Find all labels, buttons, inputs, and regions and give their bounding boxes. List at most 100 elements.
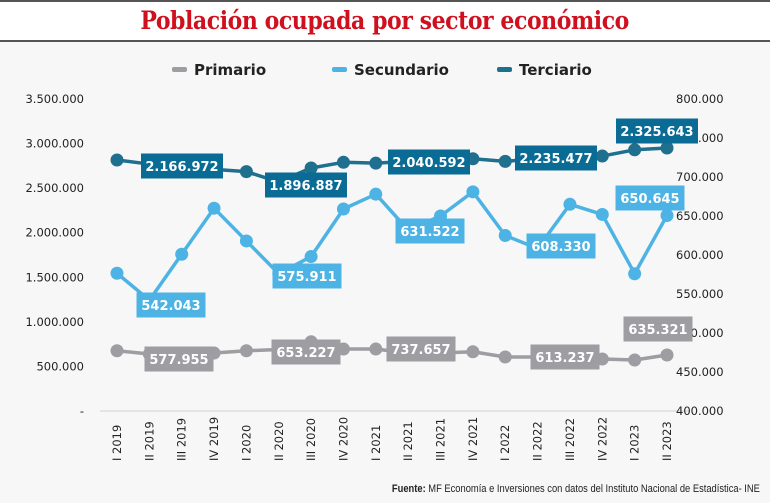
data-point-secundario bbox=[336, 202, 350, 216]
data-point-terciario bbox=[239, 165, 253, 179]
x-tick-label: IV 2020 bbox=[336, 417, 350, 461]
data-label-text: 1.896.887 bbox=[269, 179, 342, 194]
legend-item-terciario: Terciario bbox=[497, 61, 592, 79]
chart-title: Población ocupada por sector económico bbox=[140, 6, 630, 35]
data-label-secundario: 650.645 bbox=[615, 185, 685, 211]
y-left-tick-label: 500.000 bbox=[36, 359, 84, 373]
data-label-box bbox=[616, 118, 698, 144]
data-point-terciario bbox=[369, 156, 383, 170]
source-label: Fuente: bbox=[392, 483, 426, 495]
y-left-tick-label: 1.000.000 bbox=[25, 315, 84, 329]
y-right-tick-label: 400.000 bbox=[676, 404, 724, 418]
x-tick-label: I 2023 bbox=[628, 425, 642, 461]
data-label-primario: 613.237 bbox=[530, 344, 600, 370]
y-right-tick-label: 600.000 bbox=[676, 248, 724, 262]
y-right-tick-label: 450.000 bbox=[676, 365, 724, 379]
legend-swatch bbox=[332, 67, 347, 72]
x-tick-label: II 2023 bbox=[660, 421, 674, 461]
data-point-primario bbox=[239, 344, 253, 358]
data-label-primario: 635.321 bbox=[623, 316, 693, 342]
data-point-secundario bbox=[239, 234, 253, 248]
data-point-primario bbox=[660, 348, 674, 362]
data-label-text: 653.227 bbox=[276, 346, 335, 361]
y-left-tick-label: 3.000.000 bbox=[25, 137, 84, 151]
x-tick-label: III 2019 bbox=[175, 418, 189, 461]
data-point-secundario bbox=[207, 201, 221, 215]
source-text: MF Economía e Inversiones con datos del … bbox=[425, 483, 760, 495]
data-point-primario bbox=[466, 345, 480, 359]
x-tick-label: III 2022 bbox=[563, 418, 577, 461]
data-label-text: 608.330 bbox=[531, 240, 590, 255]
data-point-primario bbox=[369, 342, 383, 356]
data-label-secundario: 542.043 bbox=[136, 292, 206, 318]
data-point-terciario bbox=[660, 141, 674, 155]
data-point-secundario bbox=[369, 187, 383, 201]
data-label-text: 737.657 bbox=[391, 343, 450, 358]
x-tick-label: II 2022 bbox=[531, 421, 545, 461]
legend-swatch bbox=[172, 67, 187, 72]
data-label-terciario: 2.235.477 bbox=[515, 145, 597, 171]
data-label-terciario: 2.040.592 bbox=[388, 149, 470, 175]
data-point-terciario bbox=[595, 149, 609, 163]
data-label-box bbox=[388, 149, 470, 175]
y-right-tick-label: 700.000 bbox=[676, 170, 724, 184]
data-label-box bbox=[526, 233, 596, 259]
data-label-terciario: 1.896.887 bbox=[265, 172, 347, 198]
data-point-secundario bbox=[175, 247, 189, 261]
data-point-terciario bbox=[304, 161, 318, 175]
data-label-primario: 577.955 bbox=[144, 346, 214, 372]
data-label-box bbox=[141, 153, 223, 179]
data-point-terciario bbox=[628, 143, 642, 157]
data-label-text: 2.325.643 bbox=[620, 125, 693, 140]
y-left-tick-label: 2.000.000 bbox=[25, 226, 84, 240]
x-tick-label: II 2021 bbox=[401, 421, 415, 461]
y-right-tick-label: 650.000 bbox=[676, 209, 724, 223]
y-left-tick-label: 3.500.000 bbox=[25, 92, 84, 106]
data-label-box bbox=[272, 263, 342, 289]
y-right-tick-label: 550.000 bbox=[676, 287, 724, 301]
data-label-primario: 653.227 bbox=[271, 339, 341, 365]
y-left-tick-label: 2.500.000 bbox=[25, 181, 84, 195]
data-label-box bbox=[615, 185, 685, 211]
data-label-text: 2.040.592 bbox=[392, 156, 465, 171]
y-right-tick-label: 800.000 bbox=[676, 92, 724, 106]
x-tick-label: IV 2022 bbox=[595, 417, 609, 461]
legend-label: Terciario bbox=[519, 61, 592, 79]
x-tick-label: III 2021 bbox=[434, 418, 448, 461]
data-label-box bbox=[265, 172, 347, 198]
data-label-box bbox=[271, 339, 341, 365]
x-tick-label: I 2020 bbox=[239, 425, 253, 461]
x-tick-label: I 2022 bbox=[498, 425, 512, 461]
data-label-box bbox=[623, 316, 693, 342]
data-point-secundario bbox=[110, 266, 124, 280]
x-tick-label: I 2021 bbox=[369, 425, 383, 461]
data-label-text: 2.235.477 bbox=[519, 152, 592, 167]
data-label-secundario: 608.330 bbox=[526, 233, 596, 259]
legend-label: Primario bbox=[194, 61, 266, 79]
data-label-text: 577.955 bbox=[149, 353, 208, 368]
data-label-text: 631.522 bbox=[400, 225, 459, 240]
data-label-box bbox=[515, 145, 597, 171]
data-point-primario bbox=[628, 353, 642, 367]
data-label-text: 613.237 bbox=[535, 351, 594, 366]
data-point-secundario bbox=[498, 229, 512, 242]
data-point-secundario bbox=[304, 250, 318, 264]
data-label-text: 542.043 bbox=[141, 299, 200, 314]
legend-swatch bbox=[497, 67, 512, 72]
x-tick-label: IV 2021 bbox=[466, 417, 480, 461]
legend-label: Secundario bbox=[354, 61, 449, 79]
data-label-box bbox=[144, 346, 214, 372]
data-label-text: 575.911 bbox=[277, 270, 336, 285]
data-point-secundario bbox=[628, 267, 642, 281]
data-label-box bbox=[386, 336, 456, 362]
y-left-tick-label: 1.500.000 bbox=[25, 270, 84, 284]
data-point-secundario bbox=[660, 208, 674, 222]
data-label-primario: 737.657 bbox=[386, 336, 456, 362]
data-point-terciario bbox=[336, 155, 350, 169]
x-tick-label: I 2019 bbox=[110, 425, 124, 461]
data-label-text: 2.166.972 bbox=[145, 160, 218, 175]
x-tick-label: II 2020 bbox=[272, 421, 286, 461]
x-tick-label: IV 2019 bbox=[207, 417, 221, 461]
title-bar: Población ocupada por sector económico bbox=[0, 0, 770, 42]
